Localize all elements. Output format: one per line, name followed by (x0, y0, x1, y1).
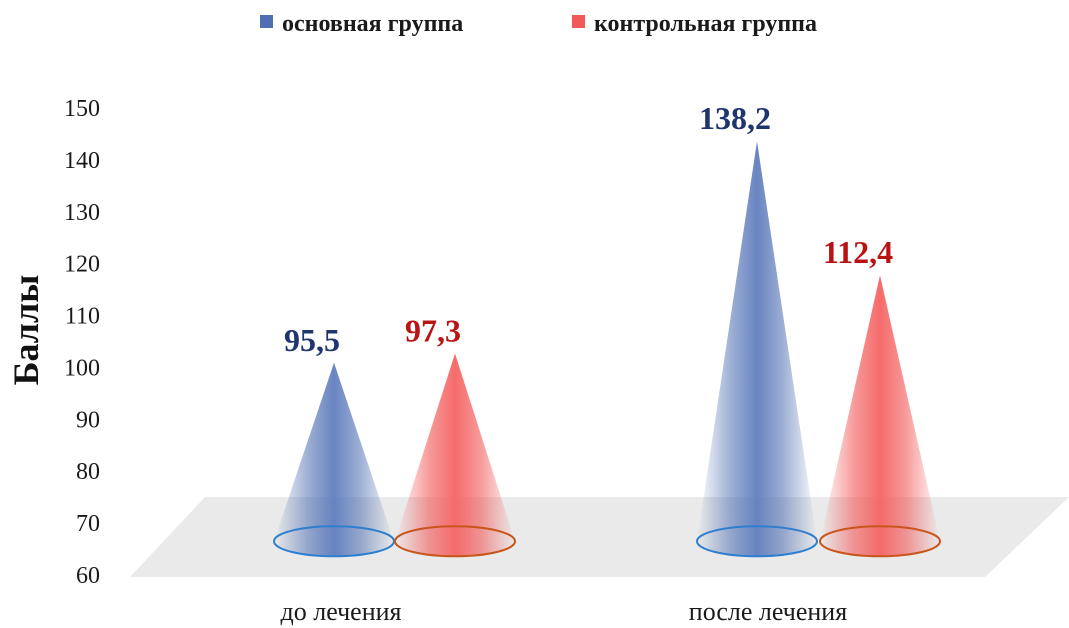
legend: основная группа контрольная группа (260, 11, 817, 37)
category-label: до лечения (281, 597, 402, 626)
cone-body (274, 362, 394, 557)
y-tick-label: 80 (76, 459, 100, 485)
y-tick-label: 140 (64, 148, 100, 174)
y-tick-label: 150 (64, 96, 100, 122)
cone-body (820, 275, 940, 557)
cone-base (696, 525, 818, 558)
cone-base (819, 525, 941, 558)
y-axis-title: Баллы (6, 275, 46, 386)
cone-bar (394, 353, 516, 558)
y-tick-label: 60 (76, 563, 100, 589)
legend-label: основная группа (282, 11, 463, 37)
cone-bar (696, 141, 818, 558)
category-label: после лечения (689, 597, 847, 626)
cone-body (697, 141, 817, 557)
data-label: 138,2 (699, 100, 771, 136)
cone-bar (819, 275, 941, 558)
y-tick-label: 120 (64, 252, 100, 278)
cone-bar (273, 362, 395, 558)
x-axis: до лечения после лечения (281, 597, 848, 626)
plot-area: 95,5 138,2 97,3 112,4 (273, 100, 941, 558)
cone-base (394, 525, 516, 558)
y-axis: 60 70 80 90 100 110 120 130 140 150 (64, 96, 100, 589)
y-tick-label: 90 (76, 407, 100, 433)
data-label: 97,3 (405, 312, 461, 348)
data-label: 95,5 (284, 322, 340, 358)
legend-label: контрольная группа (594, 11, 817, 37)
data-label: 112,4 (823, 234, 893, 270)
y-tick-label: 70 (76, 511, 100, 537)
cone-body (395, 353, 515, 557)
y-tick-label: 110 (65, 304, 100, 330)
y-tick-label: 130 (64, 200, 100, 226)
legend-swatch (260, 15, 273, 28)
y-tick-label: 100 (64, 355, 100, 381)
legend-swatch (572, 15, 585, 28)
